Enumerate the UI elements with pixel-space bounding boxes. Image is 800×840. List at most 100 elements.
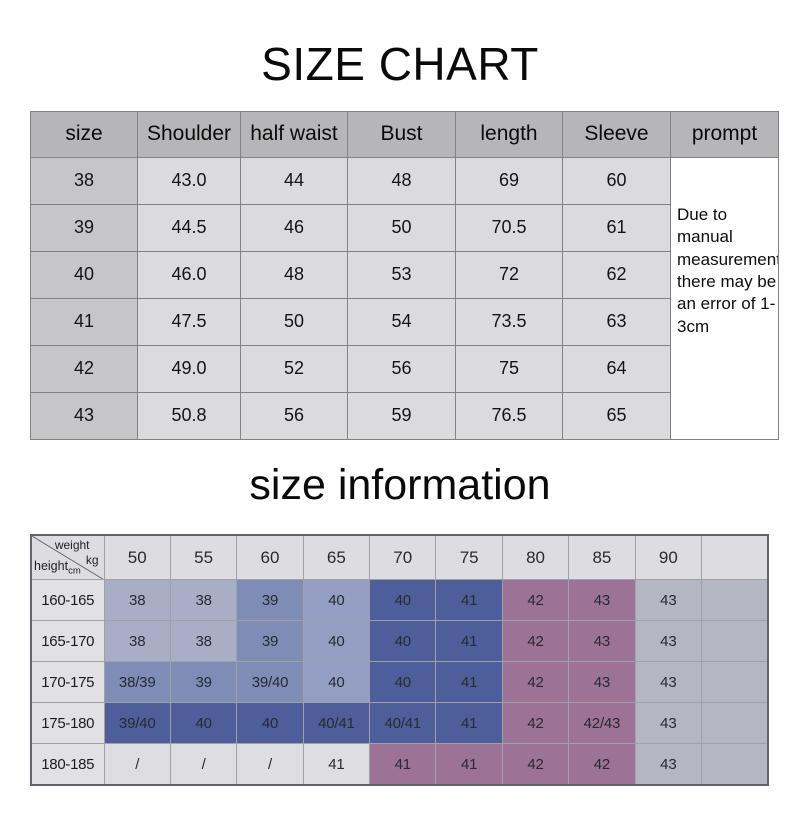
weight-header-cell: 75 [435,534,503,581]
size-info-row: 165-170 38 38 39 40 40 41 42 43 43 [30,620,769,663]
height-label: heightcm [34,559,81,577]
size-cell [701,743,769,786]
table-cell: 56 [347,344,456,393]
weight-header-row: weight kg heightcm 50 55 60 65 70 75 80 … [30,534,769,581]
size-cell: 41 [435,579,503,622]
table-cell: 52 [240,344,348,393]
size-cell: 43 [634,743,703,786]
size-cell: 43 [568,620,636,663]
size-chart-title: SIZE CHART [261,38,539,90]
size-cell: 42 [568,743,636,786]
table-cell: 50 [240,297,348,346]
size-cell: 40/41 [369,702,437,745]
table-cell: 38 [30,156,138,205]
size-cell [701,579,769,622]
table-row: 38 43.0 44 48 69 60 Due to manual measur… [30,156,779,440]
size-cell: 38 [169,579,238,622]
size-cell: 39 [236,579,304,622]
table-cell: 65 [562,391,671,440]
size-info-row: 175-180 39/40 40 40 40/41 40/41 41 42 42… [30,702,769,745]
table-row: 43 50.8 56 59 76.5 65 [30,391,779,440]
weight-header-cell: 90 [634,534,703,581]
table-cell: 40 [30,250,138,299]
height-weight-corner-cell: weight kg heightcm [30,534,105,581]
weight-header-cell: 50 [103,534,171,581]
table-row: 42 49.0 52 56 75 64 [30,344,779,393]
header-cell-prompt: prompt [670,110,779,158]
size-information-title: size information [249,460,551,509]
kg-unit-label: kg [85,552,99,567]
table-cell: 44.5 [137,203,241,252]
size-cell [701,661,769,704]
size-info-row: 180-185 / / / 41 41 41 42 42 43 [30,743,769,786]
table-cell: 59 [347,391,456,440]
table-cell: 73.5 [455,297,563,346]
height-range-cell: 175-180 [30,702,105,745]
height-range-cell: 160-165 [30,579,105,622]
table-cell: 43.0 [137,156,241,205]
table-cell: 47.5 [137,297,241,346]
diagonal-divider [32,535,103,579]
size-cell: 42 [501,743,570,786]
size-cell: 40 [369,620,437,663]
size-cell: / [236,743,304,786]
size-cell: 42 [501,620,570,663]
table-cell: 46 [240,203,348,252]
prompt-note: Due to manual measurement, there may be … [670,156,779,440]
table-cell: 43 [30,391,138,440]
weight-header-cell: 80 [501,534,570,581]
size-cell: 42 [501,702,570,745]
weight-header-cell: 85 [568,534,636,581]
size-cell: 40 [302,620,371,663]
size-cell: 43 [634,661,703,704]
table-cell: 41 [30,297,138,346]
size-cell: 39/40 [236,661,304,704]
header-cell-shoulder: Shoulder [137,110,241,158]
table-cell: 48 [347,156,456,205]
header-cell-sleeve: Sleeve [562,110,671,158]
size-cell: 39/40 [103,702,171,745]
table-cell: 61 [562,203,671,252]
size-cell: / [103,743,171,786]
size-info-row: 170-175 38/39 39 39/40 40 40 41 42 43 43 [30,661,769,704]
size-cell: 41 [369,743,437,786]
size-cell: 40 [169,702,238,745]
size-cell: 40 [369,579,437,622]
table-cell: 42 [30,344,138,393]
table-row: 40 46.0 48 53 72 62 [30,250,779,299]
size-cell: 43 [568,579,636,622]
weight-header-cell: 70 [369,534,437,581]
size-cell: 41 [435,661,503,704]
size-chart-table: size Shoulder half waist Bust length Sle… [30,110,779,440]
size-cell [701,620,769,663]
size-cell: 42 [501,579,570,622]
height-range-cell: 180-185 [30,743,105,786]
weight-label: weight [54,537,90,552]
size-cell [701,702,769,745]
size-cell: 38 [103,579,171,622]
height-range-cell: 165-170 [30,620,105,663]
weight-header-cell: 60 [236,534,304,581]
header-cell-size: size [30,110,138,158]
table-cell: 60 [562,156,671,205]
header-cell-length: length [455,110,563,158]
table-header-row: size Shoulder half waist Bust length Sle… [30,110,779,158]
size-cell: 38 [103,620,171,663]
size-cell: 42 [501,661,570,704]
size-cell: 39 [236,620,304,663]
table-cell: 64 [562,344,671,393]
size-cell: 43 [634,579,703,622]
table-cell: 70.5 [455,203,563,252]
table-cell: 50 [347,203,456,252]
weight-header-cell [701,534,769,581]
table-cell: 63 [562,297,671,346]
size-cell: 40 [302,579,371,622]
table-cell: 75 [455,344,563,393]
size-cell: 41 [302,743,371,786]
size-cell: 40 [369,661,437,704]
weight-header-cell: 65 [302,534,371,581]
table-cell: 72 [455,250,563,299]
table-cell: 48 [240,250,348,299]
size-cell: 42/43 [568,702,636,745]
size-cell: 43 [634,702,703,745]
